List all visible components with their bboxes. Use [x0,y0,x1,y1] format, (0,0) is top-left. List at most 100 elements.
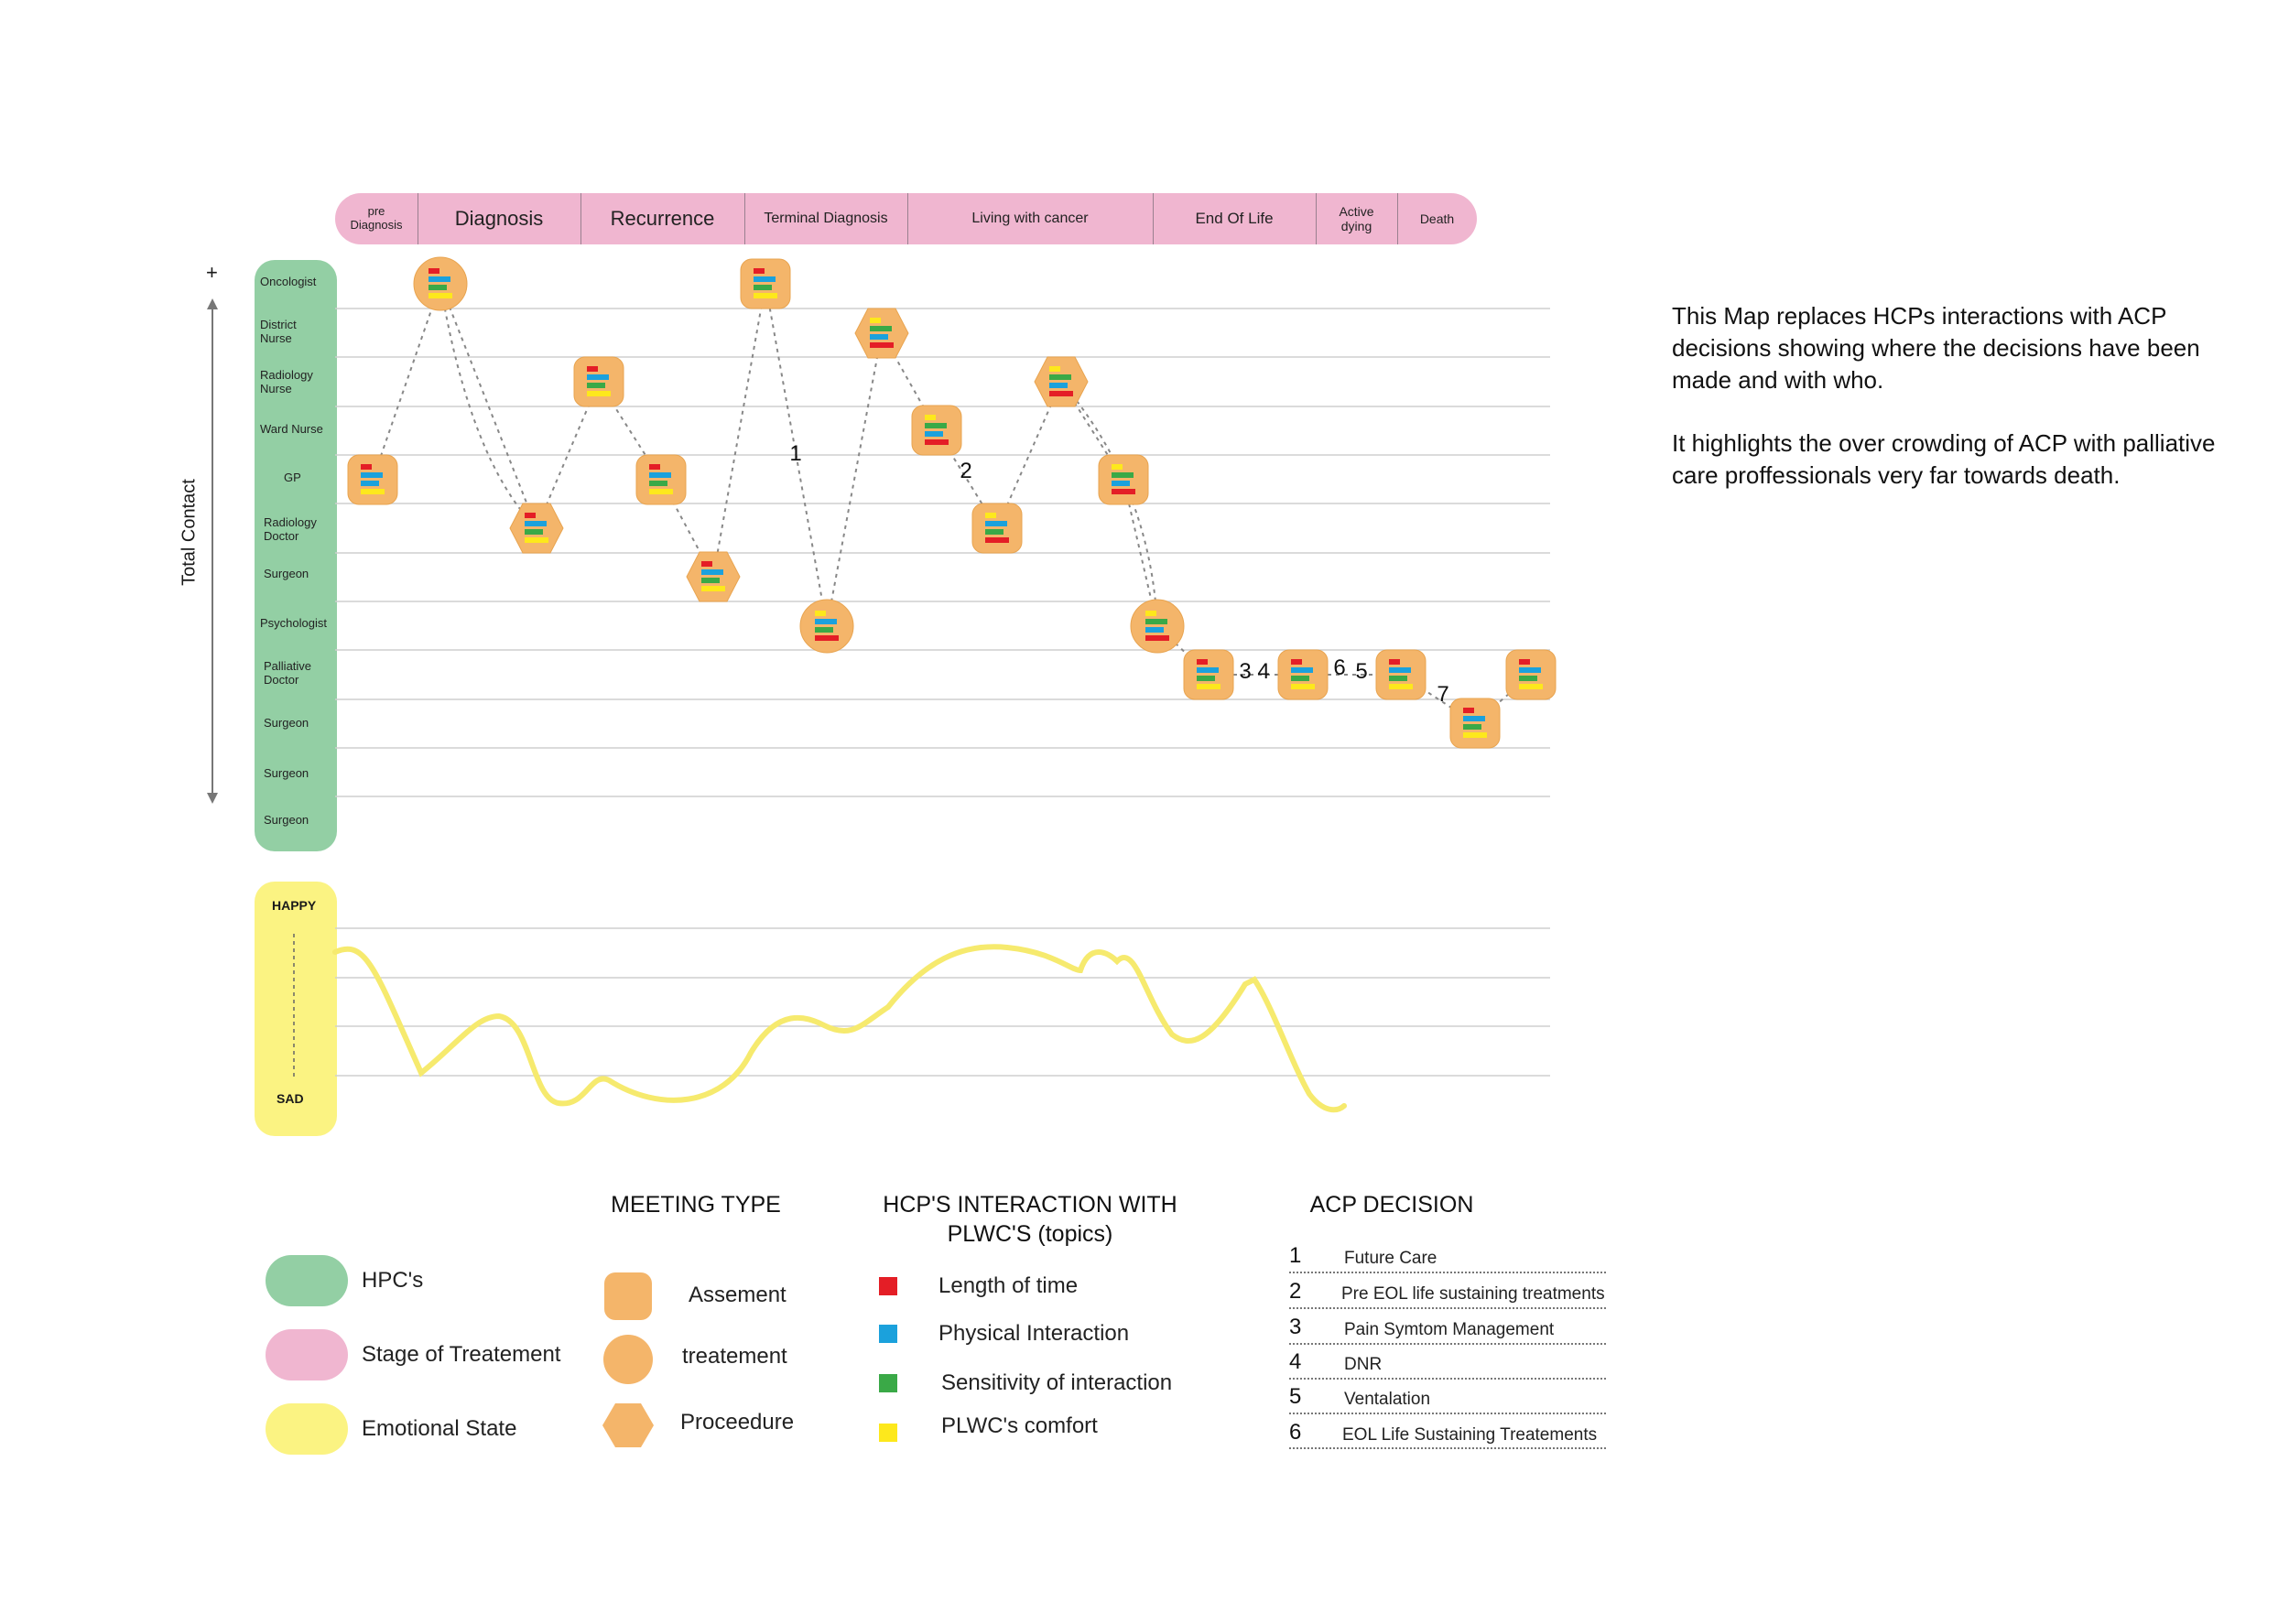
hcp-label: District Nurse [260,318,297,345]
acp-divider [1289,1413,1606,1414]
topic-bar-yellow [1389,684,1413,689]
acp-number: 2 [1289,1279,1302,1304]
meeting-node-assessment [971,503,1023,554]
acp-label: Ventalation [1344,1390,1431,1409]
topic-bar-red [361,464,372,470]
meeting-node-assessment [1375,649,1427,700]
topic-bar-yellow [870,318,881,323]
topic-bar-green [985,529,1003,535]
acp-divider [1289,1343,1606,1345]
legend-label-hcp: HPC's [362,1268,424,1293]
stage-divider [1397,193,1398,244]
connector-line [439,283,537,529]
treatment-shape-icon [603,1335,653,1384]
hcp-label: Psychologist [260,616,327,630]
meeting-node-assessment [347,454,398,505]
topic-swatch-green [879,1374,897,1392]
legend-acp-title: ACP DECISION [1309,1192,1474,1218]
topic-bar-red [429,268,439,274]
meeting-shape [971,503,1023,554]
topic-bar-yellow [1112,464,1123,470]
legend-label-stage: Stage of Treatement [362,1342,561,1367]
topic-bar-green [587,383,605,388]
topic-bar-green [1519,676,1537,681]
axis-arrow [207,298,218,804]
axis-plus: + [206,261,218,284]
topic-bar-green [1197,676,1215,681]
meeting-shape [1277,649,1329,700]
connector-line [712,283,766,578]
topic-bar-yellow [985,513,996,518]
topic-bar-red [1049,391,1073,396]
meeting-shape [799,599,854,654]
topic-bar-blue [1291,667,1313,673]
topic-bar-red [525,513,536,518]
topic-bar-blue [701,569,723,575]
topic-bar-green [754,285,772,290]
topic-bar-blue [587,374,609,380]
decision-number: 2 [960,459,971,483]
decision-number: 7 [1437,682,1448,707]
stage-divider [1316,193,1317,244]
topic-bar-green [429,285,447,290]
connector-line [372,283,441,481]
topic-bar-red [1291,659,1302,665]
stage-end-of-life: End Of Life [1195,210,1274,228]
topic-bar-blue [925,431,943,437]
topic-label: Physical Interaction [938,1321,1130,1346]
stage-divider [907,193,908,244]
description-paragraph: This Map replaces HCPs interactions with… [1672,302,2200,394]
meeting-node-assessment [740,258,791,309]
topic-bar-red [985,537,1009,543]
topic-bar-yellow [1145,611,1156,616]
meeting-shape [635,454,687,505]
topic-bar-blue [1519,667,1541,673]
acp-number: 5 [1289,1384,1302,1409]
hcp-label: Radiology Nurse [260,368,313,395]
topic-bar-yellow [525,537,548,543]
topic-bar-yellow [754,293,777,298]
topic-bar-green [1463,724,1481,730]
stage-divider [1153,193,1154,244]
meeting-node-assessment [635,454,687,505]
stage-divider [744,193,745,244]
acp-label: Pain Symtom Management [1344,1320,1555,1339]
hcp-label: Surgeon [264,766,309,780]
connector-line [765,283,828,627]
meeting-shape [1034,356,1089,407]
topic-bar-blue [1112,481,1130,486]
topic-bar-green [525,529,543,535]
stage-active-dying: Active dying [1339,203,1374,233]
assessment-shape-icon [604,1272,652,1320]
legend-label-treatment: treatement [682,1344,787,1369]
acp-divider [1289,1307,1606,1309]
topic-bar-green [701,578,720,583]
topic-bar-blue [361,481,379,486]
topic-bar-red [1519,659,1530,665]
acp-number: 6 [1289,1420,1302,1445]
topic-bar-blue [649,472,671,478]
meeting-shape [573,356,624,407]
topic-bar-blue [754,276,776,282]
legend-label-assessment: Assement [689,1283,787,1307]
meeting-node-assessment [1505,649,1557,700]
connector-line [1400,674,1476,724]
decision-number: 5 [1355,659,1367,684]
hcp-column [255,260,337,851]
legend-label-emotion: Emotional State [362,1416,517,1441]
acp-number: 3 [1289,1315,1302,1339]
stage-diagnosis: Diagnosis [454,207,544,231]
meeting-shape [911,405,962,456]
meeting-shape [686,551,741,602]
topic-bar-blue [985,521,1007,526]
decision-number: 1 [789,441,801,466]
topic-bar-red [1112,489,1135,494]
meeting-node-assessment [573,356,624,407]
topic-bar-yellow [429,293,452,298]
legend-swatch-stage [266,1329,348,1380]
topic-bar-green [1049,374,1071,380]
topic-bar-blue [1463,716,1485,721]
topic-bar-red [1389,659,1400,665]
legend-label-procedure: Proceedure [680,1410,795,1435]
topic-bar-yellow [587,391,611,396]
